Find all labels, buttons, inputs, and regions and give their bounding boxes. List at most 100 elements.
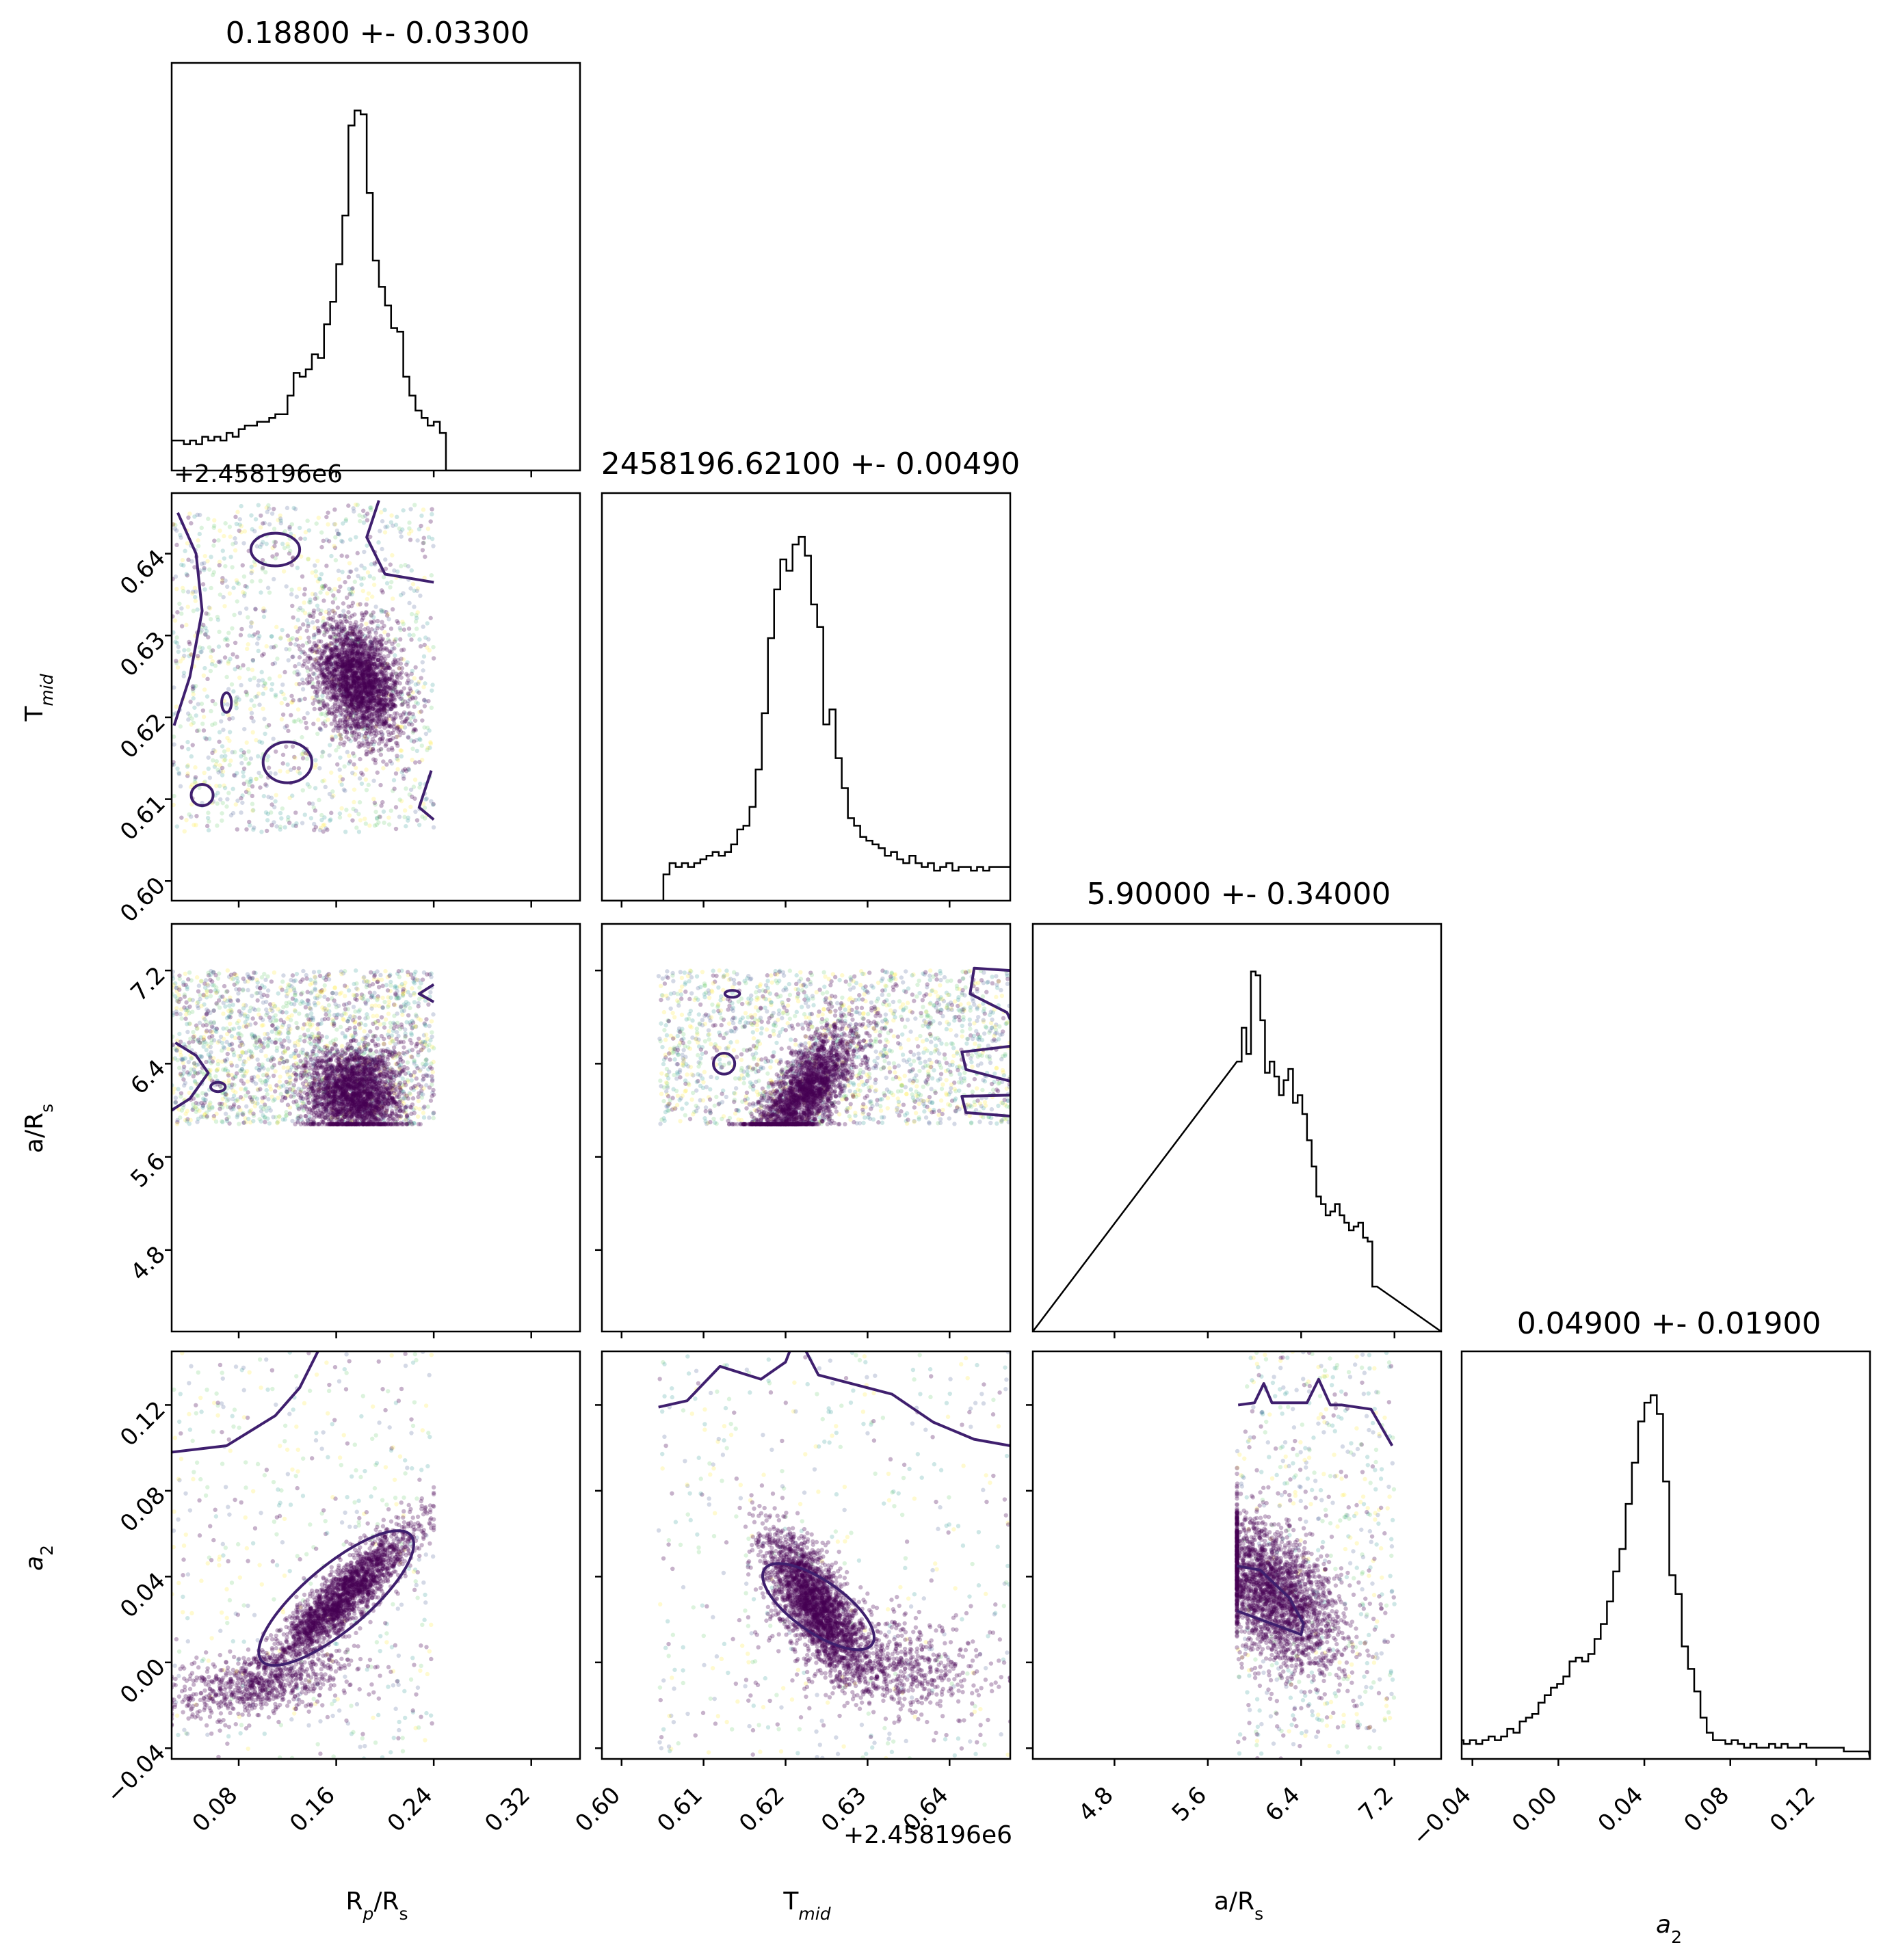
scatter-point — [371, 748, 376, 754]
scatter-point — [401, 710, 407, 715]
scatter-point — [350, 818, 355, 823]
scatter-point — [210, 722, 215, 728]
scatter-point — [339, 657, 344, 662]
scatter-point — [241, 769, 246, 775]
scatter-point — [369, 643, 374, 648]
scatter-point — [339, 692, 344, 698]
scatter-point — [190, 743, 195, 747]
scatter-point — [200, 582, 206, 587]
scatter-point — [392, 646, 397, 651]
scatter-point — [312, 706, 317, 711]
scatter-point — [332, 719, 337, 724]
scatter-point — [211, 570, 216, 574]
scatter-point — [360, 716, 366, 721]
scatter-point — [330, 674, 334, 679]
scatter-point — [366, 678, 371, 683]
scatter-point — [390, 693, 395, 698]
scatter-point — [343, 518, 348, 523]
scatter-point — [314, 650, 319, 654]
scatter-point — [406, 564, 411, 569]
scatter-point — [260, 557, 265, 563]
scatter-point — [173, 639, 178, 644]
scatter-point — [257, 1039, 263, 1044]
scatter-point — [354, 705, 358, 711]
scatter-point — [368, 681, 373, 687]
scatter-point — [367, 652, 371, 657]
scatter-point — [322, 674, 327, 679]
scatter-point — [349, 658, 354, 663]
scatter-point — [345, 685, 351, 689]
scatter-point — [172, 526, 178, 531]
scatter-point — [382, 697, 386, 702]
scatter-point — [340, 657, 345, 661]
scatter-point — [250, 620, 254, 626]
scatter-point — [381, 718, 386, 723]
scatter-point — [374, 721, 379, 726]
scatter-point — [367, 688, 373, 693]
scatter-point — [350, 770, 355, 776]
scatter-point — [314, 690, 319, 696]
scatter-point — [261, 521, 265, 526]
scatter-point — [316, 628, 321, 633]
scatter-point — [333, 652, 338, 657]
scatter-point — [334, 639, 339, 644]
scatter-point — [372, 648, 378, 653]
scatter-point — [408, 697, 412, 702]
scatter-point — [310, 570, 315, 575]
scatter-point — [326, 616, 331, 621]
scatter-point — [341, 682, 345, 687]
scatter-point — [360, 695, 365, 700]
scatter-point — [368, 661, 373, 666]
scatter-point — [383, 698, 388, 702]
scatter-point — [297, 655, 302, 660]
scatter-point — [399, 724, 405, 730]
scatter-point — [179, 745, 185, 750]
scatter-point — [266, 754, 271, 759]
scatter-point — [376, 540, 381, 545]
scatter-point — [425, 645, 430, 650]
scatter-point — [321, 690, 326, 695]
scatter-point — [318, 655, 323, 660]
scatter-point — [263, 810, 269, 815]
scatter-point — [357, 725, 362, 730]
scatter-point — [325, 591, 330, 596]
scatter-point — [184, 572, 189, 577]
scatter-point — [373, 672, 378, 677]
scatter-point — [360, 508, 366, 514]
scatter-point — [377, 679, 382, 685]
scatter-point — [338, 725, 343, 730]
scatter-point — [363, 661, 368, 665]
scatter-point — [311, 644, 316, 649]
scatter-point — [367, 707, 372, 713]
scatter-point — [359, 743, 364, 747]
scatter-point — [408, 538, 413, 542]
scatter-point — [347, 648, 352, 654]
scatter-point — [354, 670, 359, 675]
scatter-point — [176, 649, 181, 654]
scatter-point — [381, 702, 386, 707]
scatter-point — [371, 676, 376, 682]
scatter-point — [410, 730, 415, 735]
scatter-point — [393, 659, 397, 663]
scatter-point — [287, 551, 292, 556]
scatter-point — [343, 691, 348, 696]
scatter-point — [409, 679, 414, 684]
scatter-point — [386, 697, 391, 702]
scatter-point — [354, 675, 360, 680]
scatter-point — [214, 1068, 220, 1072]
scatter-point — [353, 693, 358, 698]
scatter-point — [421, 802, 426, 806]
scatter-point — [368, 678, 373, 683]
scatter-point — [347, 703, 352, 708]
scatter-point — [348, 683, 354, 689]
scatter-point — [368, 697, 373, 702]
scatter-point — [388, 676, 393, 681]
scatter-point — [172, 793, 176, 799]
scatter-point — [391, 660, 396, 665]
scatter-point — [243, 689, 248, 695]
scatter-point — [326, 611, 332, 616]
scatter-point — [343, 692, 348, 698]
scatter-point — [376, 693, 381, 698]
scatter-point — [206, 611, 211, 617]
scatter-point — [257, 739, 262, 744]
